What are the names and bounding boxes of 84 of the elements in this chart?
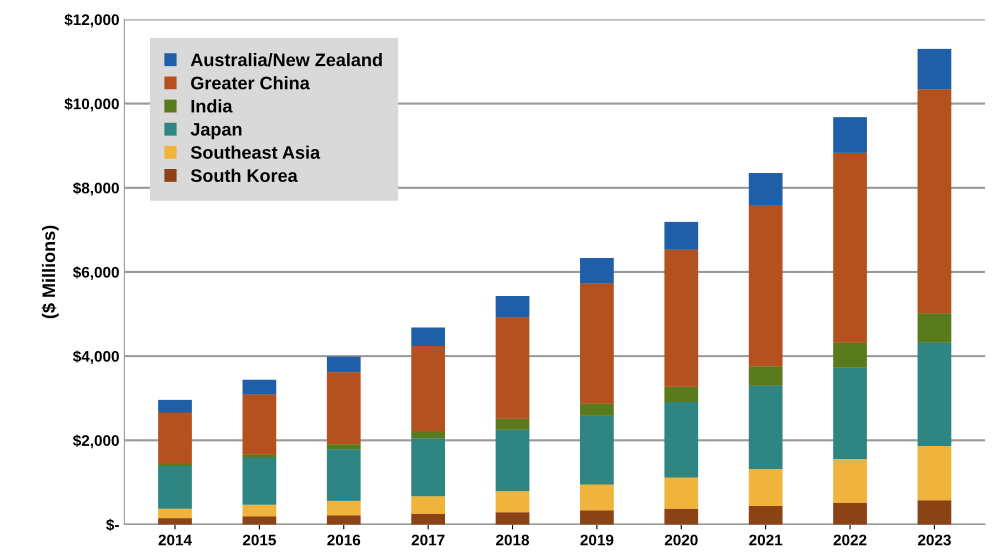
bar [580, 416, 614, 484]
bar [580, 283, 614, 404]
bar [242, 504, 276, 516]
bar [918, 313, 952, 343]
bar [158, 518, 192, 524]
bar [580, 484, 614, 510]
x-tick-label: 2017 [412, 534, 444, 546]
y-tick-label: $2,000 [72, 434, 119, 448]
bar [833, 368, 867, 460]
bar [918, 342, 952, 446]
bar [496, 491, 530, 512]
legend-label: Australia/New Zealand [190, 53, 382, 66]
bar [664, 402, 698, 478]
bar [664, 250, 698, 387]
bar [326, 515, 361, 524]
bar [580, 404, 614, 416]
bar [411, 431, 446, 438]
y-tick-label: $12,000 [64, 14, 119, 28]
bar [158, 508, 192, 518]
bar [918, 89, 952, 314]
bar [158, 466, 192, 509]
bar [918, 48, 952, 90]
bar [242, 458, 276, 505]
bar [326, 356, 361, 372]
bar [242, 516, 276, 524]
bar [242, 394, 276, 455]
bar [326, 500, 361, 516]
bar [664, 478, 698, 509]
bar [242, 380, 276, 394]
bar [580, 510, 614, 524]
bar [496, 430, 530, 492]
bar [158, 463, 192, 466]
x-tick-label: 2018 [496, 534, 530, 546]
bar [411, 496, 446, 514]
bar [748, 366, 783, 386]
y-axis-title: ($ Millions) [42, 226, 59, 318]
x-tick-label: 2019 [580, 534, 614, 546]
bar [918, 446, 952, 500]
legend-label: Greater China [191, 76, 310, 90]
bar [748, 469, 783, 506]
legend-label: Japan [190, 123, 242, 140]
y-tick-label: $8,000 [72, 182, 119, 196]
legend-label: South Korea [190, 168, 298, 182]
bar [833, 503, 867, 524]
y-tick-label: $6,000 [72, 266, 119, 280]
bar [496, 317, 530, 419]
bar [158, 400, 192, 413]
legend-label: Southeast Asia [190, 146, 320, 159]
bar [326, 444, 361, 450]
bar [326, 449, 361, 501]
x-tick-label: 2015 [242, 534, 276, 546]
bar [748, 205, 783, 366]
bar [158, 412, 192, 464]
bar [918, 500, 952, 524]
bar [748, 173, 783, 206]
y-tick-label: $10,000 [64, 98, 119, 112]
bar [664, 222, 698, 250]
x-tick-label: 2014 [158, 534, 192, 546]
x-tick-label: 2016 [327, 534, 360, 546]
x-tick-label: 2021 [749, 534, 782, 546]
bar [833, 342, 867, 368]
bar [833, 117, 867, 153]
bar [664, 386, 698, 402]
x-tick-label: 2023 [918, 534, 951, 546]
bar [411, 346, 446, 432]
bar [748, 386, 783, 470]
bar [580, 258, 614, 284]
bar [242, 454, 276, 458]
bar [833, 152, 867, 343]
bar [496, 512, 530, 524]
y-tick-label: $4,000 [72, 350, 119, 364]
x-tick-label: 2022 [834, 534, 866, 546]
bar [496, 296, 530, 318]
y-tick-label: $- [106, 518, 119, 532]
bar [411, 514, 446, 524]
bar [411, 328, 446, 346]
bar [496, 418, 530, 430]
legend-label: India [192, 99, 233, 113]
bar [833, 459, 867, 504]
bar [748, 506, 783, 524]
x-tick-label: 2020 [664, 534, 698, 546]
bar [326, 372, 361, 444]
bar [411, 438, 446, 496]
bar [664, 508, 698, 524]
